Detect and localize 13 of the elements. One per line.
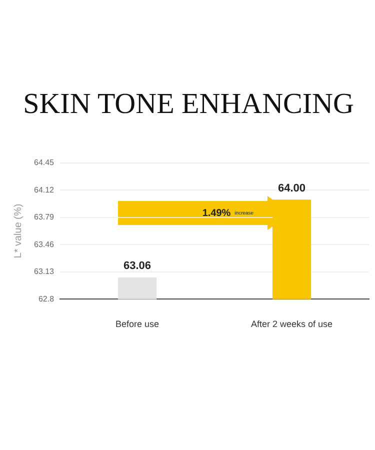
chart-title: SKIN TONE ENHANCING [23, 88, 354, 120]
y-axis-title: L* value (%) [12, 204, 24, 258]
y-tick-label: 64.12 [34, 185, 55, 194]
x-tick-label: After 2 weeks of use [250, 319, 333, 330]
y-tick-label: 63.79 [34, 212, 55, 222]
annotation: 1.49% [202, 208, 231, 220]
y-tick-label: 63.13 [34, 267, 55, 276]
y-tick-label: 64.45 [34, 158, 55, 168]
x-tick-label: Before use [116, 319, 160, 330]
data-label: 64.00 [278, 182, 306, 195]
y-tick-label: 62.8 [38, 294, 55, 304]
data-label: 63.06 [124, 260, 152, 272]
y-tick-label: 63.46 [34, 240, 55, 249]
